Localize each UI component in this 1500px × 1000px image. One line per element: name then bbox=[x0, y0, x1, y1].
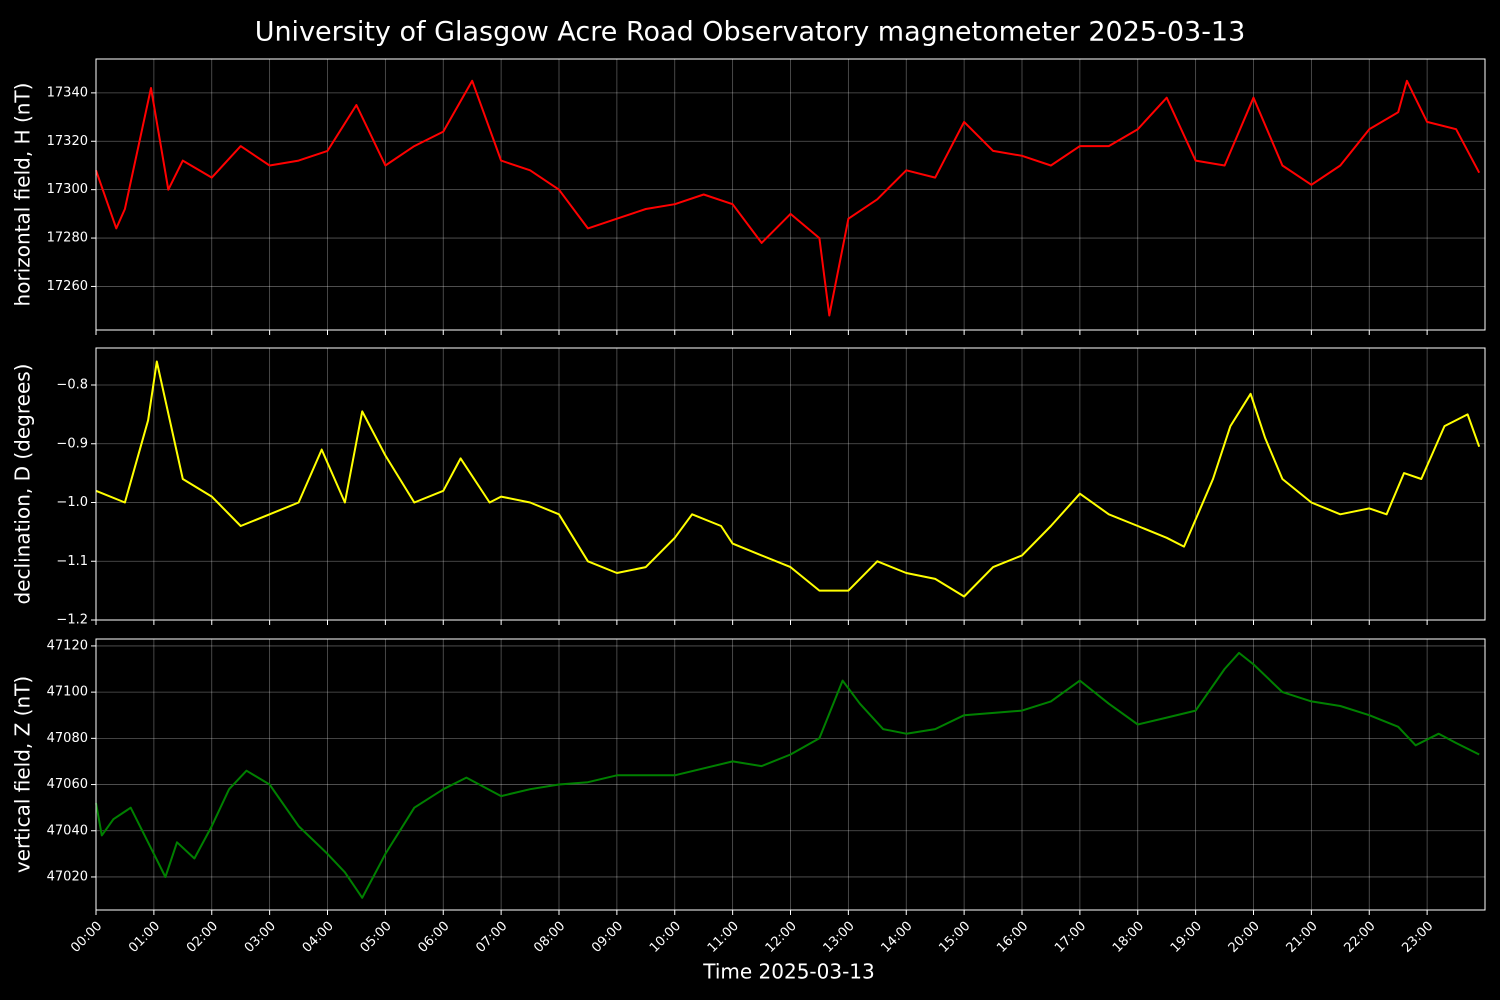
y-tick-label: 17320 bbox=[47, 134, 88, 149]
x-tick-label: 22:00 bbox=[1341, 919, 1378, 956]
plot-area bbox=[96, 639, 1485, 910]
x-tick-label: 10:00 bbox=[647, 919, 684, 956]
x-tick-label: 18:00 bbox=[1110, 919, 1147, 956]
y-tick-label: −0.8 bbox=[56, 378, 88, 393]
plot-frame bbox=[95, 347, 1486, 621]
y-tick-label: 47020 bbox=[47, 869, 88, 884]
x-tick-label: 23:00 bbox=[1399, 919, 1436, 956]
plot-area bbox=[96, 59, 1485, 330]
x-tick-label: 17:00 bbox=[1052, 919, 1089, 956]
x-tick-label: 04:00 bbox=[300, 919, 337, 956]
plot-frame bbox=[95, 58, 1486, 331]
data-line bbox=[95, 651, 1480, 899]
x-tick-label: 12:00 bbox=[763, 919, 800, 956]
y-tick-label: −1.1 bbox=[56, 554, 88, 569]
x-tick-label: 00:00 bbox=[68, 919, 105, 956]
y-tick-label: −1.0 bbox=[56, 495, 88, 510]
x-axis-label: Time 2025-03-13 bbox=[702, 960, 875, 984]
x-tick-label: 07:00 bbox=[473, 919, 510, 956]
x-tick-label: 14:00 bbox=[878, 919, 915, 956]
x-tick-label: 11:00 bbox=[705, 919, 742, 956]
y-tick-label: 47080 bbox=[47, 731, 88, 746]
x-tick-label: 13:00 bbox=[821, 919, 858, 956]
x-tick-label: 06:00 bbox=[415, 919, 452, 956]
x-tick-label: 03:00 bbox=[242, 919, 279, 956]
x-tick-label: 02:00 bbox=[184, 919, 221, 956]
x-tick-label: 09:00 bbox=[589, 919, 626, 956]
x-tick-label: 19:00 bbox=[1168, 919, 1205, 956]
x-tick-label: 01:00 bbox=[126, 919, 163, 956]
y-tick-label: 47100 bbox=[47, 685, 88, 700]
y-axis-label: vertical field, Z (nT) bbox=[11, 676, 35, 873]
y-tick-label: 17340 bbox=[47, 85, 88, 100]
x-tick-label: 20:00 bbox=[1226, 919, 1263, 956]
y-axis-label: declination, D (degrees) bbox=[11, 364, 35, 605]
plot-area bbox=[96, 348, 1485, 620]
y-tick-label: 47040 bbox=[47, 823, 88, 838]
x-tick-label: 05:00 bbox=[358, 919, 395, 956]
y-tick-label: 17280 bbox=[47, 231, 88, 246]
x-tick-label: 21:00 bbox=[1284, 919, 1321, 956]
x-tick-label: 16:00 bbox=[994, 919, 1031, 956]
plot-frame bbox=[95, 638, 1486, 911]
data-line bbox=[95, 360, 1481, 598]
figure-title: University of Glasgow Acre Road Observat… bbox=[255, 17, 1246, 48]
y-tick-label: −0.9 bbox=[56, 436, 88, 451]
x-tick-label: 15:00 bbox=[936, 919, 973, 956]
y-tick-label: 17260 bbox=[47, 279, 88, 294]
y-tick-label: 47120 bbox=[47, 638, 88, 653]
x-tick-label: 08:00 bbox=[531, 919, 568, 956]
y-axis-label: horizontal field, H (nT) bbox=[11, 83, 35, 307]
y-tick-label: 47060 bbox=[47, 777, 88, 792]
y-tick-label: −1.2 bbox=[56, 613, 88, 628]
data-line bbox=[95, 79, 1481, 317]
y-tick-label: 17300 bbox=[47, 182, 88, 197]
